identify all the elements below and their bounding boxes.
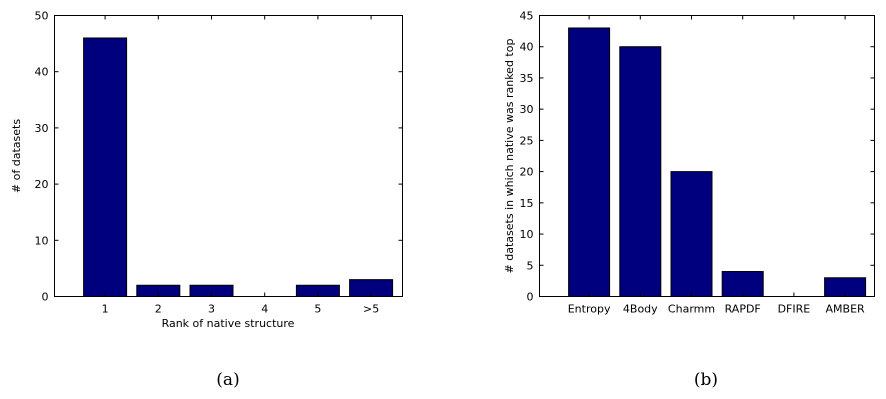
chart-a-x-tick-label: 1 — [102, 303, 109, 316]
chart-b-bar-2 — [619, 46, 662, 297]
chart-b-bars — [568, 27, 867, 297]
chart-a-y-ticks: 0 10 20 30 40 50 — [35, 10, 403, 304]
chart-a-axes-box — [54, 15, 403, 297]
chart-b-y-tick-label: 40 — [520, 41, 534, 54]
chart-b-y-tick-label: 15 — [520, 197, 534, 210]
chart-b-x-tick-label: Charmm — [668, 303, 715, 316]
chart-b-y-tick-label: 45 — [520, 10, 534, 23]
chart-b-y-tick-label: 25 — [520, 134, 534, 147]
chart-b-y-tick-label: 0 — [527, 291, 534, 304]
chart-b-bar-4 — [721, 271, 764, 297]
chart-a-y-axis-label: # of datasets — [10, 119, 23, 193]
chart-a-x-tick-label: 2 — [155, 303, 162, 316]
chart-a-x-tick-label: >5 — [363, 303, 379, 316]
chart-b-x-tick-label: DFIRE — [778, 303, 811, 316]
chart-a-caption: (a) — [216, 370, 239, 390]
chart-a-bars — [83, 37, 394, 298]
chart-a-y-tick-label: 20 — [35, 178, 49, 191]
chart-b: 0 5 10 15 20 25 30 35 40 45 Entropy 4Body Charmm RAP… — [503, 10, 875, 390]
chart-b-y-tick-label: 10 — [520, 228, 534, 241]
chart-b-x-ticks: Entropy 4Body Charmm RAPDF DFIRE AMBER — [568, 15, 866, 316]
chart-b-x-tick-label: AMBER — [826, 303, 866, 316]
chart-b-axes-box — [539, 15, 875, 297]
chart-a-x-axis-label: Rank of native structure — [162, 317, 295, 330]
chart-b-bar-3 — [670, 171, 713, 297]
chart-b-y-ticks: 0 5 10 15 20 25 30 35 40 45 — [520, 10, 875, 304]
chart-a-x-tick-label: 5 — [314, 303, 321, 316]
chart-a-y-tick-label: 50 — [35, 10, 49, 23]
chart-b-y-axis-label: # datasets in which native was ranked to… — [503, 39, 516, 274]
chart-b-x-tick-label: 4Body — [623, 303, 658, 316]
chart-b-x-tick-label: RAPDF — [725, 303, 761, 316]
chart-a-x-tick-label: 4 — [261, 303, 268, 316]
chart-a-y-tick-label: 40 — [35, 66, 49, 79]
chart-a: 0 10 20 30 40 50 1 2 3 4 5 >5 Rank of native struc… — [10, 10, 403, 390]
chart-b-bar-1 — [568, 27, 611, 297]
chart-b-y-tick-label: 35 — [520, 72, 534, 85]
chart-b-y-tick-label: 5 — [527, 259, 534, 272]
chart-b-caption: (b) — [694, 370, 718, 390]
chart-b-x-tick-label: Entropy — [568, 303, 611, 316]
chart-a-y-tick-label: 30 — [35, 122, 49, 135]
chart-a-x-tick-label: 3 — [208, 303, 215, 316]
chart-b-y-tick-label: 20 — [520, 166, 534, 179]
chart-a-y-tick-label: 10 — [35, 234, 49, 247]
chart-a-x-ticks: 1 2 3 4 5 >5 — [102, 15, 379, 316]
chart-a-y-tick-label: 0 — [42, 291, 49, 304]
chart-b-y-tick-label: 30 — [520, 103, 534, 116]
chart-a-bar-1 — [83, 37, 128, 297]
